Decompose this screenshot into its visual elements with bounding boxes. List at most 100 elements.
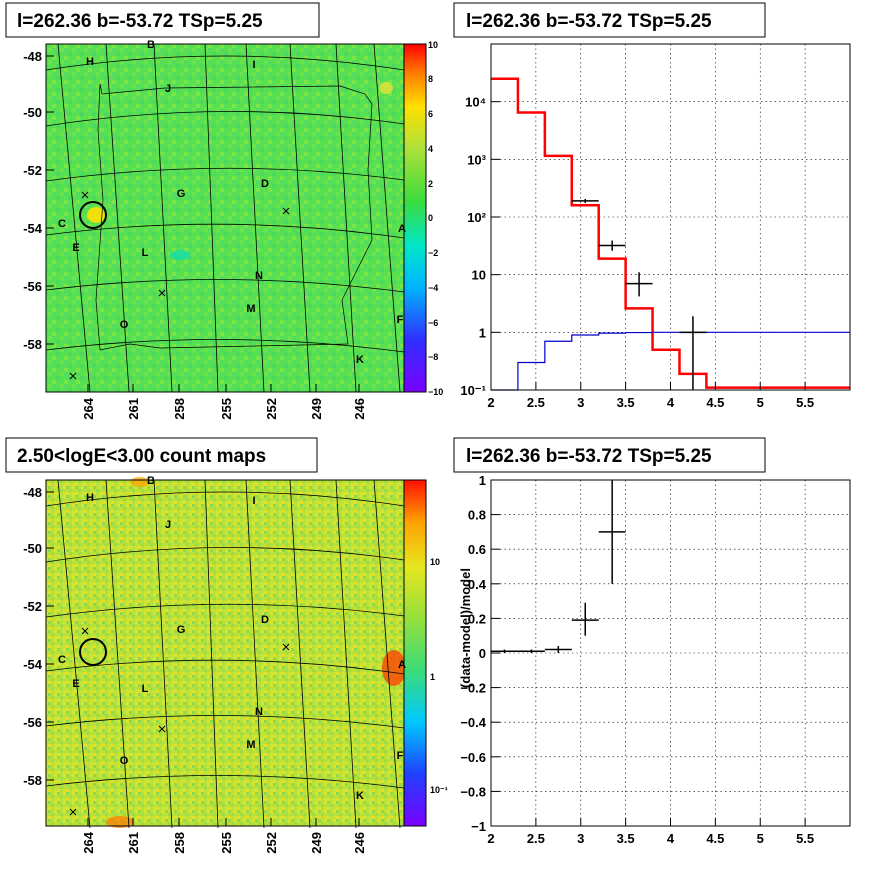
lon-tick-label: 246 [352, 832, 367, 854]
region-label: H [86, 56, 94, 68]
longitude-line [57, 43, 91, 393]
longitude-line [105, 43, 130, 393]
region-label: F [397, 314, 404, 326]
y-tick-label: 10⁻¹ [460, 383, 486, 398]
region-label: A [398, 223, 406, 235]
ts-map-lat-ticks: -48 -50 -52 -54 -56 -58 [23, 49, 54, 352]
ts-colorbar-tick: −8 [428, 352, 438, 362]
residual-grid [490, 479, 850, 827]
lat-tick-label: -56 [23, 279, 42, 294]
source-marker [69, 808, 77, 816]
spectrum-y-ticks: 10⁻¹ 1 10 10² 10³ 10⁴ [460, 95, 500, 398]
x-tick-label: 4 [667, 395, 675, 410]
ts-hotspot [379, 82, 393, 94]
region-label: K [356, 354, 364, 366]
lon-tick-label: 255 [219, 832, 234, 854]
region-label: C [58, 218, 66, 230]
count-map-lon-ticks: 264 261 258 255 252 249 246 [81, 818, 367, 854]
y-tick-label: −0.4 [460, 715, 486, 730]
ts-colorbar-ticks: 10 8 6 4 2 0 −2 −4 −6 −8 −10 [428, 40, 443, 397]
y-tick-label: 0.4 [468, 577, 487, 592]
panel-title: l=262.36 b=-53.72 TSp=5.25 [466, 11, 712, 32]
longitude-line [153, 479, 173, 829]
y-tick-label: −0.6 [460, 750, 486, 765]
title-box [453, 437, 766, 473]
count-map-lat-ticks: -48 -50 -52 -54 -56 -58 [23, 485, 54, 788]
latitude-line [45, 339, 405, 353]
spectrum-panel: 2 2.5 3 3.5 4 4.5 5 5.5 10⁻¹ 1 10 10² 10³ 10⁴ l=262.… [453, 2, 851, 410]
longitude-line [105, 479, 130, 829]
ts-colorbar-tick: 2 [428, 179, 433, 189]
source-marker [81, 627, 89, 635]
latitude-line [45, 55, 405, 71]
ts-map-region-labels: H B I J G D CE L N M O F K A [58, 39, 406, 380]
x-tick-label: 5 [757, 395, 764, 410]
region-label: E [72, 242, 79, 254]
lat-tick-label: -52 [23, 599, 42, 614]
x-tick-label: 2 [487, 395, 494, 410]
lat-tick-label: -56 [23, 715, 42, 730]
y-tick-label: 10³ [467, 152, 486, 167]
y-tick-label: 1 [479, 473, 486, 488]
region-label: D [261, 178, 269, 190]
count-colorbar-tick: 10⁻¹ [430, 785, 448, 795]
longitude-line [335, 479, 357, 829]
y-tick-label: 10 [472, 268, 486, 283]
longitude-line [335, 43, 357, 393]
longitude-line [204, 43, 219, 393]
region-label: D [261, 614, 269, 626]
y-tick-label: 10⁴ [465, 95, 486, 110]
longitude-line [373, 479, 401, 829]
title-box [453, 2, 766, 38]
panel-title: l=262.36 b=-53.72 TSp=5.25 [17, 11, 263, 32]
latitude-line [45, 715, 405, 729]
spectrum-data-points [571, 199, 707, 390]
ts-colorbar-tick: 8 [428, 74, 433, 84]
x-tick-label: 4 [667, 831, 675, 846]
ts-hotspot [87, 207, 105, 223]
latitude-line [45, 603, 405, 618]
model-step-line [491, 77, 850, 389]
spectrum-x-ticks: 2 2.5 3 3.5 4 4.5 5 5.5 [487, 382, 814, 410]
region-label: J [165, 83, 171, 95]
ts-map-coordinate-grid [45, 43, 405, 393]
latitude-line [45, 279, 405, 293]
lon-tick-label: 264 [81, 831, 96, 853]
panel-title: 2.50<logE<3.00 count maps [17, 446, 266, 467]
x-tick-label: 2 [487, 831, 494, 846]
region-label: M [246, 303, 255, 315]
count-map-panel: 10 1 10⁻¹ H B I J G D CE L N M O F K A -48 -50 -52 -54 -5… [5, 437, 448, 854]
lon-tick-label: 252 [264, 398, 279, 420]
source-marker [81, 191, 89, 199]
ts-colorbar-tick: 0 [428, 213, 433, 223]
ts-colorbar-tick: 10 [428, 40, 438, 50]
region-label: E [72, 678, 79, 690]
residual-x-ticks: 2 2.5 3 3.5 4 4.5 5 5.5 [487, 818, 814, 846]
region-label: N [255, 270, 263, 282]
count-hotspot [106, 816, 134, 828]
source-marker [158, 725, 166, 733]
region-label: J [165, 519, 171, 531]
y-tick-label: 0 [479, 646, 486, 661]
ts-colorbar [404, 44, 426, 392]
lon-tick-label: 261 [126, 832, 141, 854]
count-colorbar-tick: 10 [430, 557, 440, 567]
x-tick-label: 5.5 [796, 395, 814, 410]
lat-tick-label: -48 [23, 485, 42, 500]
lat-tick-label: -58 [23, 337, 42, 352]
lon-tick-label: 255 [219, 398, 234, 420]
x-tick-label: 5 [757, 831, 764, 846]
y-tick-label: 10² [467, 210, 486, 225]
ts-colorbar-tick: −2 [428, 248, 438, 258]
longitude-line [289, 479, 311, 829]
region-label: K [356, 790, 364, 802]
x-tick-label: 5.5 [796, 831, 814, 846]
latitude-line [45, 547, 405, 563]
region-label: B [147, 39, 155, 51]
region-label: O [120, 319, 129, 331]
region-label: B [147, 475, 155, 487]
ts-colorbar-tick: 6 [428, 109, 433, 119]
x-tick-label: 4.5 [706, 831, 724, 846]
latitude-line [45, 167, 405, 182]
x-tick-label: 3 [577, 395, 584, 410]
